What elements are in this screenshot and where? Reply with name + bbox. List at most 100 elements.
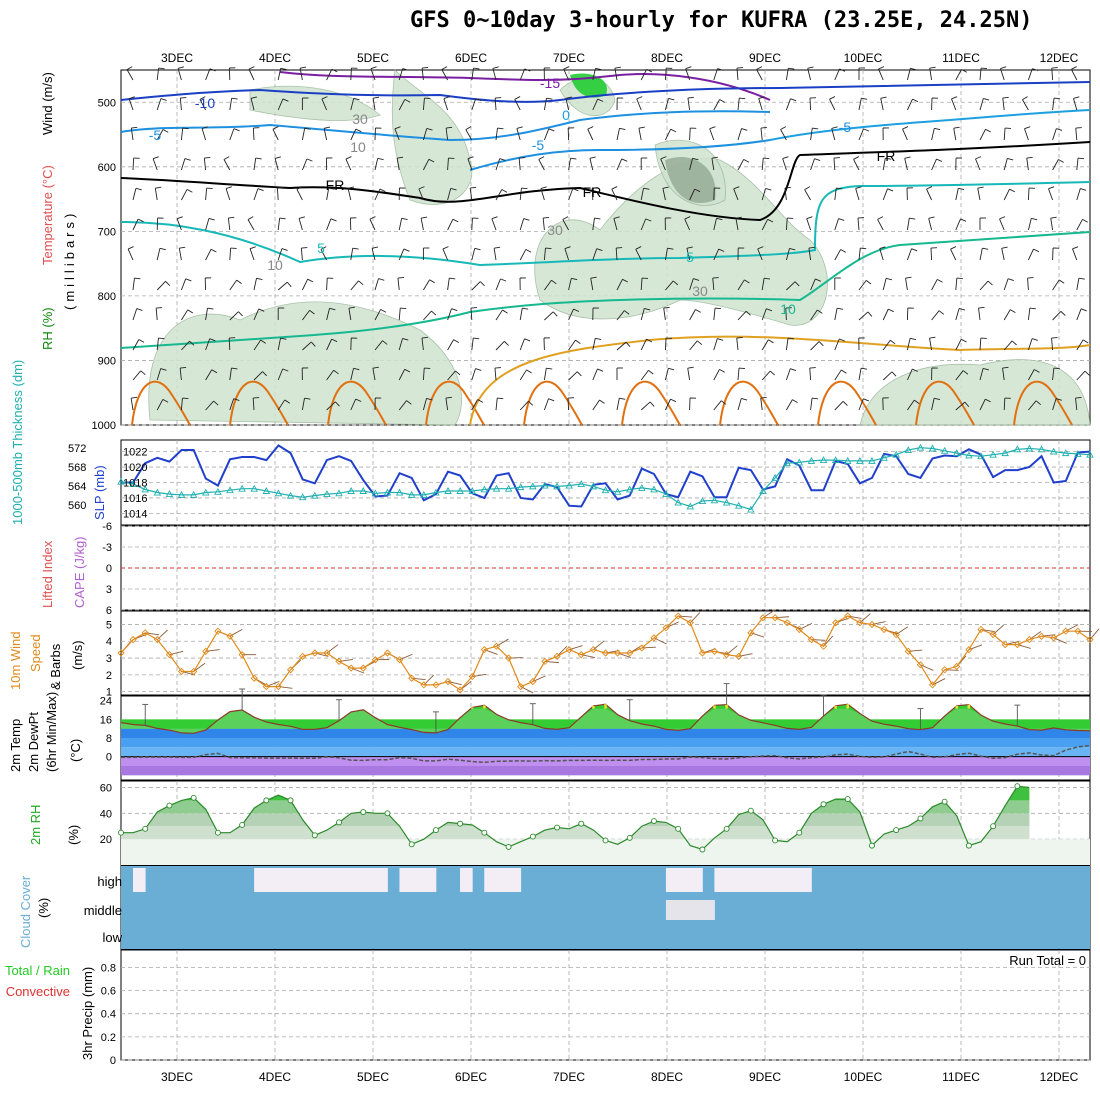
wind-barb (1048, 188, 1054, 201)
wind-speed-point (832, 619, 840, 627)
wind-barb-flag (1051, 337, 1058, 339)
wind-barb (398, 248, 405, 261)
thickness-point (274, 489, 283, 497)
wind-barb (979, 129, 986, 141)
wind-barb (665, 280, 674, 291)
rh-point (965, 842, 972, 849)
wind-barb (616, 341, 627, 351)
wind-barb-flag (857, 217, 864, 219)
wind-barb-flag (1029, 307, 1036, 310)
precip-tick-label: 0 (110, 1055, 116, 1067)
wind-barb-flag (904, 156, 911, 159)
wind-barb (737, 310, 747, 321)
wind-barb (809, 367, 812, 381)
wind-barb (689, 340, 698, 351)
wind-barb (155, 308, 158, 321)
rh-point (941, 798, 948, 805)
wind-barb (905, 278, 908, 291)
wind-barb-flag (199, 96, 206, 100)
high-cloud-gap (738, 868, 752, 892)
wind-barb-flag (186, 189, 193, 193)
wind-barb-flag (573, 308, 580, 312)
wind-barb-flag (838, 218, 845, 221)
wind-barb-flag (841, 369, 847, 374)
wind-barb-flag (131, 126, 138, 129)
temperature-band (121, 747, 1090, 757)
wind-barb-flag (587, 126, 594, 130)
wind-barb-flag (643, 187, 650, 190)
wind-barb-flag (397, 276, 404, 279)
wind-barb (369, 218, 376, 231)
wind-barb (423, 279, 430, 291)
wind-speed-point (1074, 627, 1082, 635)
wind-speed-point (868, 620, 876, 629)
wind-barb-flag (442, 246, 449, 250)
wind-barb (179, 98, 182, 111)
wind-barb-flag (238, 311, 243, 317)
wind-barb-flag (667, 247, 674, 250)
thickness-point (613, 487, 622, 495)
wind-speed-point (323, 649, 331, 657)
wind-barb (926, 188, 933, 201)
high-cloud-gap (266, 868, 279, 892)
wind-barb (686, 248, 691, 261)
precip-legend-convective: Convective (6, 984, 70, 999)
wind-barb (301, 279, 309, 291)
wind-barb (229, 128, 235, 141)
wind-barb-flag (697, 340, 703, 346)
wind-barb (514, 99, 521, 111)
thickness-point (771, 473, 779, 481)
wind-barb-flag (406, 400, 412, 405)
wind-barb-flag (156, 307, 163, 309)
wind-barb-flag (380, 309, 387, 313)
wind-barb (804, 189, 811, 201)
wind-barb (205, 338, 211, 351)
wind-barb (493, 248, 497, 261)
thickness-point (407, 490, 416, 498)
contour-label: 10 (350, 139, 366, 155)
wind-barb (156, 281, 166, 291)
wind-barb-flag (502, 309, 508, 314)
high-cloud-gap (460, 868, 473, 892)
wind-barb-flag (231, 97, 238, 100)
wind-barb-flag (446, 126, 453, 129)
wind-barb (205, 249, 212, 261)
wind-barb-flag (599, 399, 605, 404)
wind-barb-flag (1031, 338, 1038, 341)
x-tick-label-top: 5DEC (357, 51, 389, 65)
wind-barb (999, 218, 1005, 231)
thickness-point (262, 487, 271, 494)
wind-barb (250, 98, 255, 111)
wind-barb-flag (611, 186, 618, 190)
wind-barb (126, 69, 134, 81)
wind-speed-point (747, 629, 755, 637)
wind-barb-flag (818, 341, 824, 347)
wind-barb-flag (1007, 278, 1014, 282)
wind-barb (132, 308, 138, 321)
x-tick-label-top: 8DEC (651, 51, 683, 65)
wind-barb-flag (523, 218, 530, 221)
wind-barb (640, 308, 645, 321)
wind-barb-flag (912, 368, 918, 372)
wind-barb (955, 370, 964, 381)
cape-legend: CAPE (J/kg) (72, 536, 87, 608)
wind-barb (664, 337, 667, 351)
wind-barb (1052, 128, 1057, 141)
wind-barb (1076, 308, 1082, 321)
wind-barb-flag (953, 126, 960, 129)
wind-barb (421, 338, 424, 351)
wind-barb (1027, 187, 1030, 201)
wind-barb-flag (403, 248, 410, 252)
wind-barb (711, 158, 715, 171)
wind-barb-flag (909, 337, 917, 341)
wind-barb-flag (1072, 246, 1079, 250)
wind-speed-point (989, 630, 997, 639)
x-tick-label-top: 11DEC (942, 51, 980, 65)
wind-barb (1003, 340, 1013, 351)
wind-barb-flag (788, 337, 795, 340)
wind-barb (1072, 248, 1078, 261)
wind-barb (858, 98, 862, 111)
wind-barb-flag (546, 97, 553, 100)
warm-isotherm (523, 380, 583, 426)
wind-speed-point (795, 625, 803, 634)
